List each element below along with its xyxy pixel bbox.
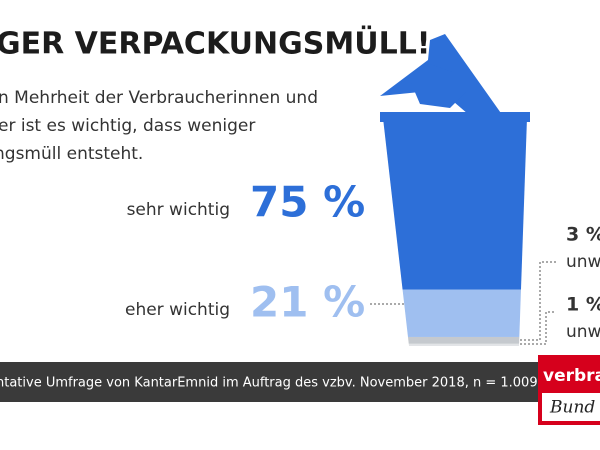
subtitle-line: er ist es wichtig, dass weniger [0, 116, 255, 136]
value-label: 21 % [250, 278, 365, 327]
logo-text: Bund [549, 398, 595, 418]
category-label: eher wichtig [125, 300, 230, 320]
logo-inner [542, 393, 600, 421]
title: GER VERPACKUNGSMÜLL! [0, 25, 431, 62]
bin-rim [380, 112, 530, 122]
bin-segment [383, 343, 527, 346]
category-label: unw [566, 322, 600, 342]
value-label: 75 % [250, 178, 365, 227]
leader-line [520, 261, 556, 341]
bin-segment [383, 289, 527, 337]
bin-body [383, 120, 527, 346]
subtitle-line: ngsmüll entsteht. [0, 144, 143, 164]
subtitle-line: n Mehrheit der Verbraucherinnen und [0, 88, 318, 108]
leader-line [520, 311, 556, 345]
value-label: 3 % [566, 224, 600, 246]
bin-trash [408, 64, 466, 108]
footer-note: ntative Umfrage von KantarEmnid im Auftr… [0, 376, 538, 391]
value-label: 1 % [566, 294, 600, 316]
category-label: unw [566, 252, 600, 272]
category-label: sehr wichtig [127, 200, 230, 220]
bin-segment [383, 336, 527, 344]
logo-text: verbrau [543, 366, 600, 386]
footer-band [0, 362, 600, 402]
bin-segment [383, 120, 527, 290]
